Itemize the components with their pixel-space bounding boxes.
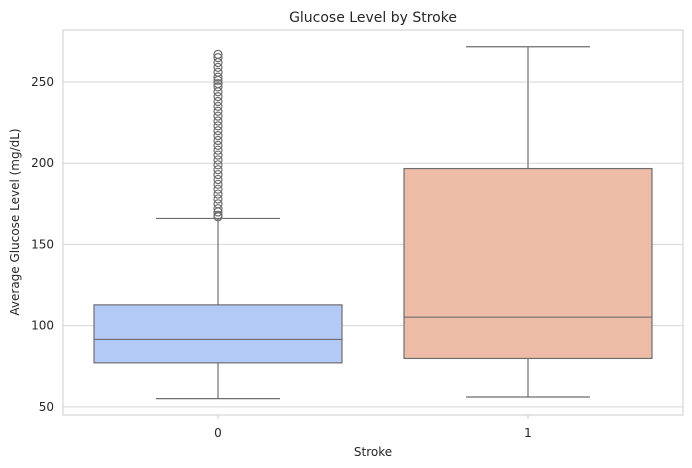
outlier-point-0-3 (213, 204, 223, 214)
x-tick-label-0: 0 (214, 426, 222, 440)
outlier-point-0-8 (213, 179, 223, 189)
outlier-point-0-35 (213, 53, 223, 63)
box-group-0 (93, 49, 343, 400)
y-tick-label-100: 100 (31, 319, 54, 333)
outlier-point-0-7 (213, 184, 223, 194)
y-tick-label-50: 50 (39, 400, 54, 414)
outlier-point-0-14 (213, 150, 223, 160)
y-tick-label-150: 150 (31, 237, 54, 251)
outlier-point-0-22 (213, 111, 223, 121)
boxes (93, 46, 653, 400)
outlier-point-0-25 (213, 96, 223, 107)
outlier-point-0-18 (213, 130, 223, 141)
outlier-point-0-28 (213, 82, 223, 92)
box-group-1 (403, 46, 653, 398)
plot-frame (62, 29, 684, 416)
outlier-point-0-31 (213, 72, 223, 82)
outlier-point-0-11 (213, 165, 223, 175)
outlier-point-0-5 (213, 194, 223, 204)
y-axis-ticks: 50 100 150 200 250 (31, 75, 54, 414)
outlier-point-0-15 (213, 145, 223, 155)
outlier-point-0-6 (213, 189, 223, 199)
outlier-point-0-10 (213, 169, 223, 180)
outlier-point-0-4 (213, 199, 223, 209)
outlier-point-0-19 (213, 126, 223, 136)
outlier-point-0-32 (213, 67, 223, 77)
outlier-point-0-17 (213, 135, 223, 146)
box-0 (93, 304, 343, 364)
y-tick-label-250: 250 (31, 75, 54, 89)
outlier-point-0-33 (213, 62, 223, 72)
y-axis-label: Average Glucose Level (mg/dL) (8, 128, 22, 315)
box-1 (403, 167, 653, 360)
outlier-point-0-1 (213, 210, 223, 220)
x-tick-label-1: 1 (524, 426, 532, 440)
outlier-point-0-36 (213, 49, 223, 59)
outlier-point-0-9 (213, 174, 223, 185)
outlier-point-0-21 (213, 116, 223, 126)
outlier-point-0-13 (213, 155, 223, 165)
outlier-point-0-26 (213, 92, 223, 102)
outlier-point-0-20 (213, 121, 223, 131)
outlier-point-0-24 (213, 101, 223, 111)
y-tick-label-200: 200 (31, 156, 54, 170)
outlier-point-0-29 (213, 79, 223, 89)
chart-title: Glucose Level by Stroke (289, 10, 457, 26)
outlier-point-0-16 (213, 140, 223, 150)
outlier-point-0-23 (213, 106, 223, 116)
outlier-point-0-12 (213, 160, 223, 170)
x-axis-label: Stroke (354, 445, 392, 459)
